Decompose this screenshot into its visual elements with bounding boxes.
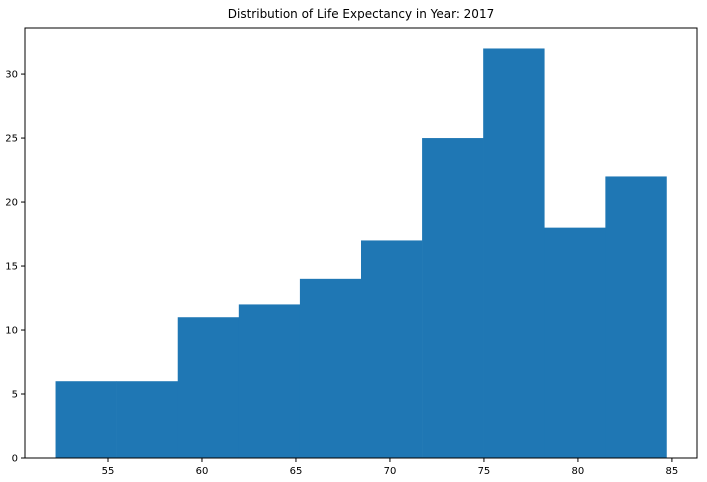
x-tick-label: 55: [102, 466, 115, 477]
plot-frame: [24, 27, 698, 459]
x-tick-label: 70: [384, 466, 397, 477]
histogram-bar-3: [238, 304, 301, 458]
y-tick-label: 0: [12, 454, 18, 465]
x-tick-label: 60: [196, 466, 209, 477]
x-tick-label: 80: [572, 466, 585, 477]
x-tick-label: 75: [478, 466, 491, 477]
histogram-bar-9: [605, 176, 667, 458]
histogram-bar-5: [361, 240, 423, 458]
x-tick-label: 85: [666, 466, 679, 477]
histogram-bar-8: [544, 227, 606, 458]
x-tick-label: 65: [290, 466, 303, 477]
histogram-bar-0: [55, 381, 117, 458]
bars-layer: [55, 48, 667, 459]
y-tick-label: 25: [5, 134, 18, 145]
y-tick-label: 30: [5, 70, 18, 81]
chart-title: Distribution of Life Expectancy in Year:…: [228, 7, 494, 21]
histogram-bar-7: [483, 48, 545, 458]
y-axis: 0 5 10 15 20 25 30: [5, 70, 25, 465]
histogram-bar-4: [299, 278, 362, 458]
histogram-bar-2: [177, 317, 240, 458]
x-axis: 55 60 65 70 75 80 85: [102, 458, 679, 477]
y-tick-label: 20: [5, 198, 18, 209]
y-tick-label: 5: [12, 390, 18, 401]
histogram-bar-1: [116, 381, 179, 458]
y-tick-label: 15: [5, 262, 18, 273]
y-tick-label: 10: [5, 326, 18, 337]
histogram-bar-6: [422, 138, 484, 459]
